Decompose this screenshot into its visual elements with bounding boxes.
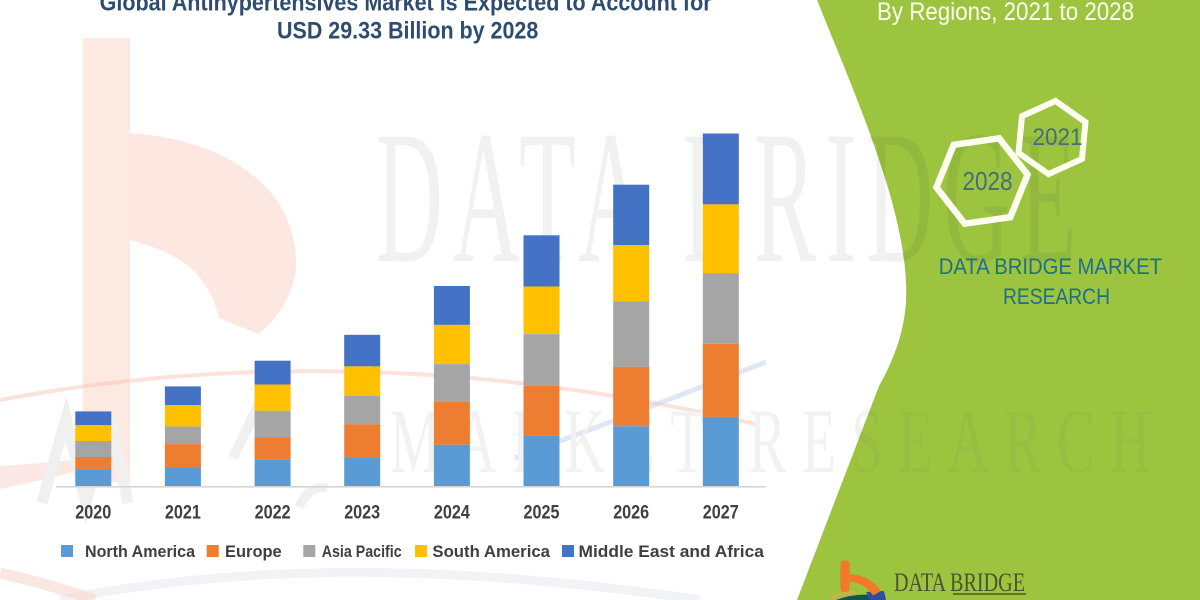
svg-text:2024: 2024 xyxy=(434,501,470,523)
svg-text:Global Antihypertensives Marke: Global Antihypertensives Market is Expec… xyxy=(100,0,712,17)
svg-text:DATA BRIDGE: DATA BRIDGE xyxy=(894,568,1025,597)
svg-text:RESEARCH: RESEARCH xyxy=(1003,284,1110,309)
svg-text:DATA BRIDGE MARKET: DATA BRIDGE MARKET xyxy=(939,254,1162,279)
svg-text:Europe: Europe xyxy=(225,542,282,561)
svg-text:2025: 2025 xyxy=(524,501,560,523)
svg-text:2028: 2028 xyxy=(963,166,1013,196)
svg-text:South America: South America xyxy=(432,542,550,561)
svg-text:2026: 2026 xyxy=(613,501,649,523)
svg-text:By Regions, 2021 to 2028: By Regions, 2021 to 2028 xyxy=(877,0,1134,26)
svg-text:2020: 2020 xyxy=(75,501,111,523)
svg-text:Middle East and Africa: Middle East and Africa xyxy=(579,542,765,561)
svg-text:2021: 2021 xyxy=(165,501,201,523)
svg-text:2022: 2022 xyxy=(255,501,291,523)
svg-text:2021: 2021 xyxy=(1033,124,1083,151)
svg-text:2027: 2027 xyxy=(703,501,739,523)
svg-text:2023: 2023 xyxy=(344,501,380,523)
svg-text:North America: North America xyxy=(85,542,196,561)
svg-text:Asia Pacific: Asia Pacific xyxy=(322,542,402,561)
svg-text:USD 29.33 Billion by 2028: USD 29.33 Billion by 2028 xyxy=(277,18,538,45)
